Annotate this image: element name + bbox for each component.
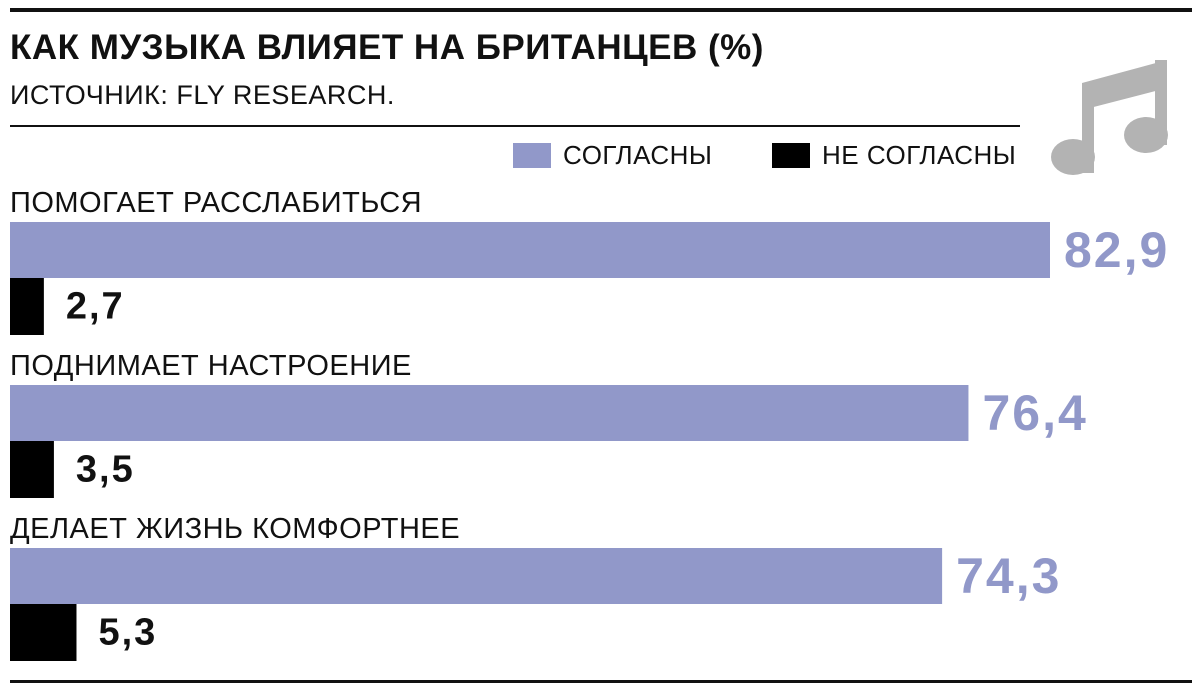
legend-label-agree: СОГЛАСНЫ [563,139,713,170]
legend-item-agree: СОГЛАСНЫ [513,140,712,170]
legend-swatch-agree [513,142,551,168]
music-note-icon [1051,60,1168,175]
legend-label-disagree: НЕ СОГЛАСНЫ [822,139,1017,170]
category-label-relax: ПОМОГАЕТ РАССЛАБИТЬСЯ [10,187,423,219]
data-label-agree-1: 76,4 [982,385,1087,441]
data-label-disagree-0: 2,7 [66,286,125,328]
bar-agree-0 [10,222,1050,278]
category-label-mood: ПОДНИМАЕТ НАСТРОЕНИЕ [10,350,412,382]
data-label-agree-2: 74,3 [956,548,1061,604]
chart-title: КАК МУЗЫКА ВЛИЯЕТ НА БРИТАНЦЕВ (%) [10,28,764,67]
legend-swatch-disagree [772,142,810,168]
top-rule [10,8,1192,12]
bar-agree-2 [10,548,943,604]
bottom-rule [10,680,1192,683]
legend-item-disagree: НЕ СОГЛАСНЫ [772,140,1016,170]
bar-disagree-0 [10,278,44,335]
bar-disagree-1 [10,441,54,498]
chart-source: ИСТОЧНИК: FLY RESEARCH. [10,80,395,110]
data-label-disagree-2: 5,3 [98,612,157,654]
bar-disagree-2 [10,604,77,661]
category-label-comfort: ДЕЛАЕТ ЖИЗНЬ КОМФОРТНЕЕ [10,513,461,545]
header-divider [10,125,1020,127]
bar-agree-1 [10,385,969,441]
data-label-disagree-1: 3,5 [76,449,135,491]
data-label-agree-0: 82,9 [1064,222,1169,278]
